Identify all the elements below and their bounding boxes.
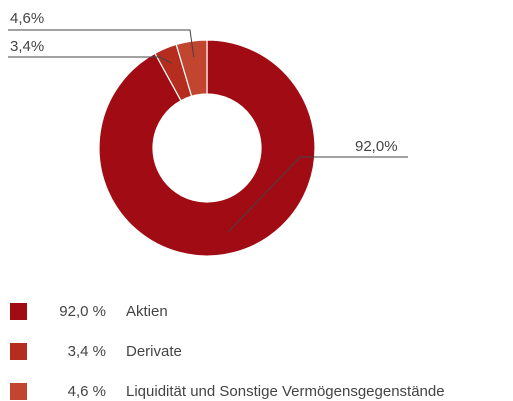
legend-swatch	[10, 343, 27, 360]
legend-label: Aktien	[126, 303, 168, 320]
legend-value: 92,0 %	[59, 303, 106, 320]
legend-value: 4,6 %	[68, 383, 106, 400]
slice-label: 4,6%	[10, 10, 44, 27]
leader-line	[8, 29, 195, 58]
legend-swatch	[10, 383, 27, 400]
slice	[175, 39, 208, 97]
slice-label: 3,4%	[10, 38, 44, 55]
slice	[98, 39, 316, 257]
legend-swatch	[10, 303, 27, 320]
slice-label: 92,0%	[355, 138, 398, 155]
donut	[98, 39, 316, 257]
legend-label: Derivate	[126, 343, 182, 360]
callouts: 92,0% 3,4% 4,6%	[8, 10, 408, 233]
legend: 92,0 % Aktien 3,4 % Derivate 4,6 % Liquidität…	[10, 303, 445, 400]
legend-value: 3,4 %	[68, 343, 106, 360]
leader-line	[8, 56, 172, 64]
leader-line	[228, 156, 408, 233]
legend-label: Liquidität und Sonstige Vermögensgegenst…	[126, 383, 445, 400]
